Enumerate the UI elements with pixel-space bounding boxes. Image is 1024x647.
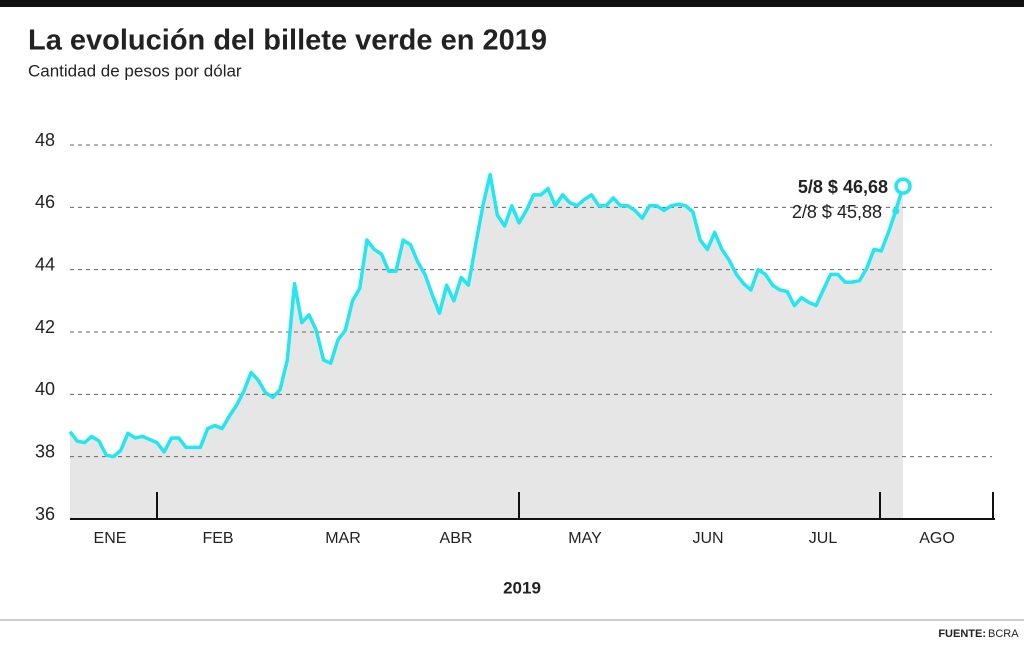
y-tick-label: 42 — [35, 317, 55, 337]
x-tick-label: JUN — [692, 530, 723, 547]
annotation-label: 2/8 $ 45,88 — [792, 202, 882, 222]
x-tick-label: MAY — [568, 530, 602, 547]
chart-title: La evolución del billete verde en 2019 — [28, 25, 547, 57]
y-tick-label: 48 — [35, 130, 55, 150]
x-tick-label: MAR — [325, 530, 361, 547]
y-tick-label: 44 — [35, 254, 55, 274]
annotation-marker — [894, 177, 912, 195]
x-axis-label: 2019 — [503, 578, 541, 597]
source: BCRA — [988, 628, 1019, 640]
source-label: FUENTE: — [938, 628, 986, 640]
area — [70, 174, 903, 519]
x-tick-label: ABR — [440, 530, 473, 547]
x-tick-label: JUL — [809, 530, 838, 547]
annotation-marker — [892, 207, 900, 215]
chart-subtitle: Cantidad de pesos por dólar — [28, 61, 242, 80]
x-tick-label: AGO — [919, 530, 955, 547]
annotation-label: 5/8 $ 46,68 — [798, 177, 888, 197]
x-tick-label: ENE — [94, 530, 127, 547]
top-bar — [0, 0, 1024, 7]
y-tick-label: 46 — [35, 192, 55, 212]
y-tick-label: 38 — [35, 441, 55, 461]
y-tick-label: 36 — [35, 504, 55, 524]
line — [68, 172, 905, 459]
x-tick-label: FEB — [202, 530, 233, 547]
y-tick-label: 40 — [35, 379, 55, 399]
